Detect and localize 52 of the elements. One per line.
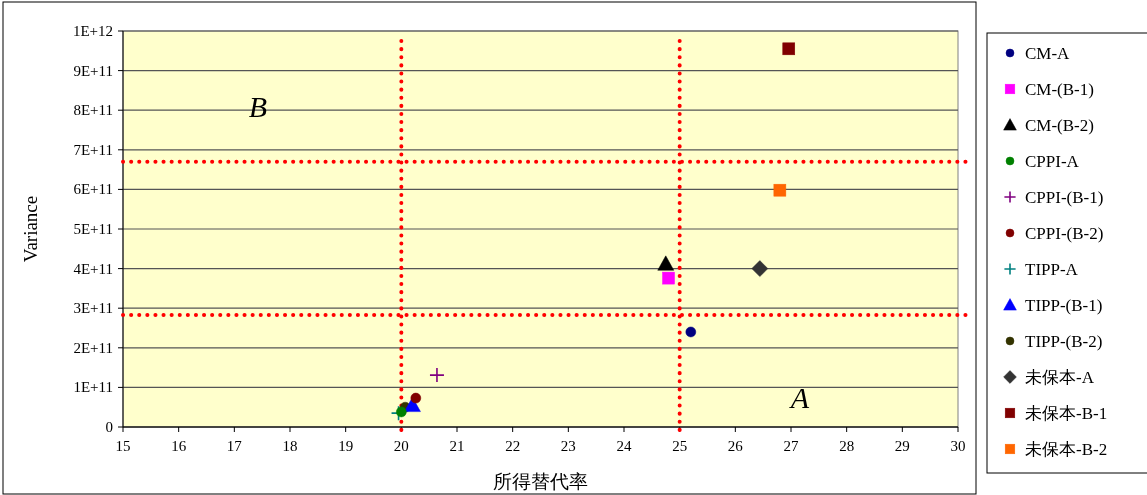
y-tick-label: 9E+11 xyxy=(73,62,113,79)
y-tick-label: 5E+11 xyxy=(73,221,113,237)
x-tick-label: 28 xyxy=(839,438,855,454)
x-tick-label: 19 xyxy=(338,438,354,454)
x-tick-label: 25 xyxy=(672,438,688,454)
y-tick-label: 1E+12 xyxy=(72,23,113,39)
y-tick-label: 0 xyxy=(105,419,113,435)
legend-label: CPPI-(B-2) xyxy=(1025,224,1104,243)
annotation: B xyxy=(248,90,268,123)
x-tick-label: 23 xyxy=(560,438,576,454)
legend-label: CPPI-A xyxy=(1025,152,1080,171)
x-tick-label: 24 xyxy=(616,438,632,454)
y-axis-title: Variance xyxy=(20,195,41,263)
point xyxy=(685,326,697,338)
point xyxy=(782,42,796,56)
annotation: A xyxy=(788,381,810,414)
point xyxy=(773,183,787,197)
legend-label: TIPP-(B-1) xyxy=(1025,296,1103,315)
legend-label: CPPI-(B-1) xyxy=(1025,188,1104,207)
legend-label: CM-A xyxy=(1025,44,1071,63)
legend-label: 未保本-B-2 xyxy=(1025,440,1108,459)
legend-label: CM-(B-2) xyxy=(1025,116,1094,135)
point xyxy=(662,271,675,285)
x-tick-label: 27 xyxy=(783,438,799,454)
x-tick-label: 26 xyxy=(727,438,744,454)
x-tick-label: 30 xyxy=(950,438,966,454)
legend-label: TIPP-A xyxy=(1025,260,1079,279)
x-tick-label: 22 xyxy=(505,438,521,454)
y-tick-label: 6E+11 xyxy=(73,181,113,198)
point xyxy=(751,260,769,277)
x-tick-label: 16 xyxy=(171,438,187,454)
y-tick-label: 4E+11 xyxy=(73,260,113,277)
point xyxy=(410,392,422,404)
x-axis-title: 所得替代率 xyxy=(493,471,588,492)
y-tick-label: 7E+11 xyxy=(73,141,113,158)
legend-label: TIPP-(B-2) xyxy=(1025,332,1103,351)
point xyxy=(657,255,674,271)
x-tick-label: 17 xyxy=(226,438,243,454)
y-tick-label: 3E+11 xyxy=(73,300,113,317)
x-tick-label: 15 xyxy=(115,438,131,454)
y-tick-label: 1E+11 xyxy=(73,379,113,396)
legend-label: CM-(B-1) xyxy=(1025,80,1094,99)
x-tick-label: 18 xyxy=(282,438,298,454)
x-tick-label: 20 xyxy=(393,438,409,454)
y-tick-label: 2E+11 xyxy=(73,339,113,356)
y-tick-label: 8E+11 xyxy=(73,102,113,119)
legend-label: 未保本-B-1 xyxy=(1025,404,1108,423)
x-tick-label: 21 xyxy=(449,438,465,454)
point xyxy=(429,367,445,383)
point xyxy=(396,406,407,418)
legend-label: 未保本-A xyxy=(1025,368,1095,387)
x-tick-label: 29 xyxy=(894,438,910,454)
